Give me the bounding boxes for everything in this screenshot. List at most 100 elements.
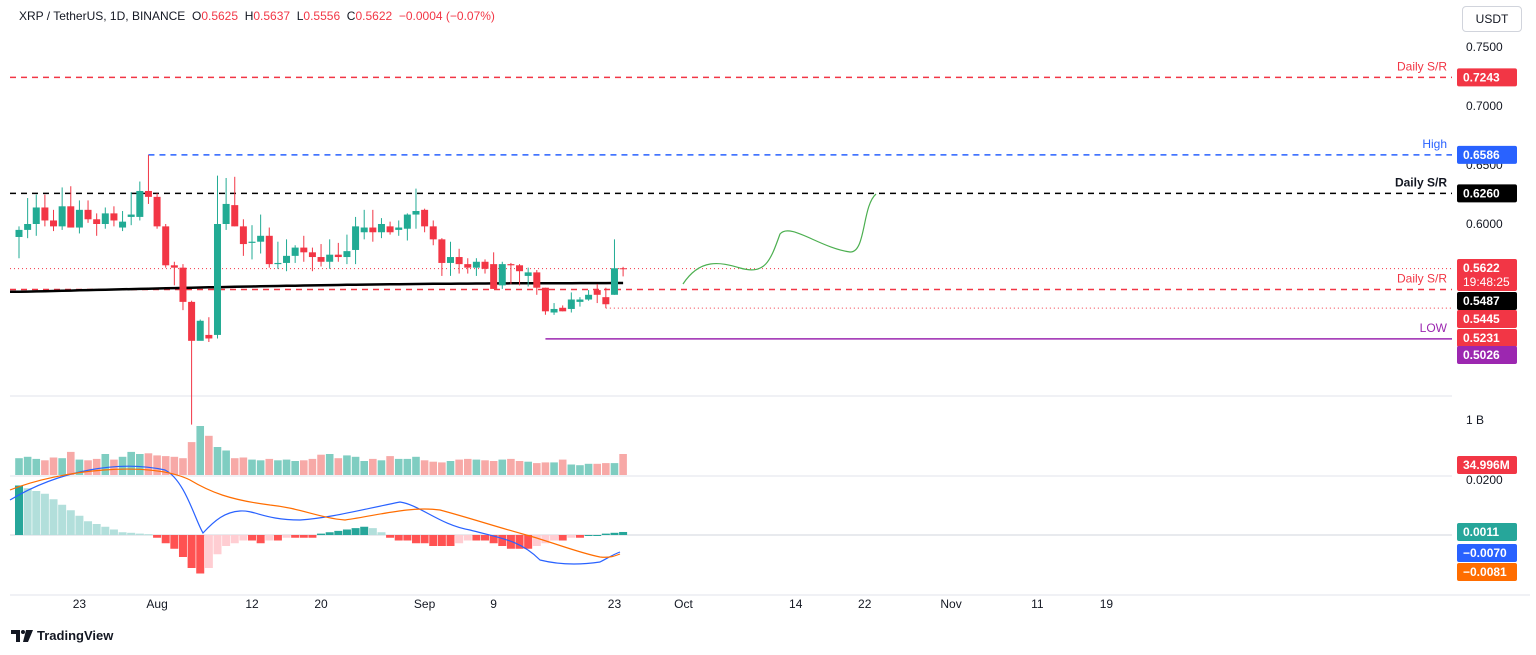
volume-bar (23, 456, 32, 475)
candle-body (455, 257, 463, 265)
macd-histogram-bar (446, 535, 455, 546)
macd-histogram-bar (437, 535, 446, 546)
price-badge: 0.6586 (1463, 148, 1500, 162)
sma200-line (10, 281, 624, 294)
candle-body (196, 320, 204, 341)
price-badge-bg (1457, 329, 1517, 347)
volume-bar (420, 460, 429, 475)
candle-body (231, 205, 239, 227)
volume-bar (610, 463, 619, 475)
volume-bar (481, 460, 489, 475)
time-axis-tick: 12 (245, 597, 259, 611)
currency-button[interactable]: USDT (1462, 6, 1522, 32)
candle-body (516, 265, 524, 272)
volume-bar (325, 454, 334, 475)
volume-bar (515, 461, 524, 475)
volume-bar (230, 458, 239, 475)
high-label: H (244, 9, 254, 23)
macd-histogram-bar (472, 535, 481, 541)
macd-histogram-bar (75, 515, 84, 535)
macd-histogram-bar (118, 532, 127, 535)
price-badge-bg (1457, 292, 1517, 310)
volume-bar (136, 454, 144, 475)
volume-bar (144, 453, 153, 475)
macd-histogram-bar (342, 529, 351, 535)
candle-body (343, 251, 351, 258)
time-axis-tick: 11 (1031, 597, 1044, 611)
volume-bar (66, 451, 75, 475)
candle-body (559, 307, 567, 312)
macd-histogram-bar (84, 521, 93, 535)
candle-body (464, 264, 472, 268)
candle-body (403, 214, 411, 229)
price-axis-tick: 0.7000 (1466, 99, 1503, 113)
macd-histogram-bar (222, 535, 231, 546)
candle-body (50, 220, 58, 227)
macd-histogram-bar (377, 532, 386, 535)
volume-bar (343, 455, 351, 475)
volume-bar (498, 459, 507, 475)
tradingview-logo-icon (11, 629, 33, 642)
volume-bar (351, 456, 360, 475)
volume-bar (291, 461, 299, 475)
volume-bar (84, 460, 92, 475)
macd-histogram-bar (282, 535, 291, 538)
signal-line (9, 468, 621, 558)
macd-histogram-bar (170, 535, 179, 549)
price-axis-tick: 0.6000 (1466, 217, 1503, 231)
volume-badge: 34.996M (1463, 458, 1510, 472)
high-value: 0.5637 (253, 9, 291, 23)
macd-histogram-bar (66, 510, 75, 535)
macd-histogram-bar (178, 535, 187, 557)
candle-body (507, 264, 515, 266)
price-badge-countdown: 19:48:25 (1463, 275, 1510, 289)
tradingview-branding[interactable]: TradingView (11, 628, 113, 643)
candle-body (239, 226, 247, 245)
candle-body (110, 213, 118, 221)
candle-body (472, 261, 480, 268)
level-label: LOW (1420, 321, 1448, 335)
candle-body (317, 257, 325, 262)
price-badge: 0.5026 (1463, 348, 1500, 362)
macd-histogram-bar (567, 535, 576, 538)
candle-body (136, 190, 144, 217)
macd-histogram-bar (429, 535, 438, 546)
price-badge: 0.5445 (1463, 312, 1500, 326)
macd-histogram-bar (463, 535, 472, 541)
price-badge-bg (1457, 184, 1517, 203)
volume-bar (567, 464, 576, 475)
macd-histogram-bar (196, 535, 205, 574)
volume-bar (394, 458, 403, 475)
candle-body (291, 247, 299, 256)
macd-hist-badge-bg (1457, 523, 1517, 541)
volume-bar (196, 426, 205, 475)
volume-bar (248, 459, 256, 475)
macd-hist-badge: 0.0011 (1463, 525, 1499, 539)
candle-body (498, 264, 506, 286)
volume-bar (412, 456, 420, 475)
volume-bar (58, 458, 66, 475)
macd-histogram-bar (360, 526, 369, 535)
symbol-legend: XRP / TetherUS, 1D, BINANCE O0.5625 H0.5… (19, 9, 495, 23)
volume-bar (92, 458, 101, 475)
time-axis-tick: 20 (314, 597, 328, 611)
macd-histogram-bar (161, 535, 170, 544)
candle-body (58, 206, 66, 227)
volume-bar (602, 463, 610, 475)
candle-body (481, 261, 489, 269)
candle-body (248, 241, 256, 243)
volume-bar (187, 442, 196, 475)
macd-histogram-bar (394, 535, 403, 541)
signal-badge-bg (1457, 563, 1517, 581)
macd-histogram-bar (601, 533, 610, 535)
macd-histogram-bar (575, 535, 584, 538)
signal-badge: −0.0081 (1463, 565, 1507, 579)
volume-bar (438, 462, 446, 475)
candle-body (119, 221, 127, 228)
price-badge-bg (1457, 346, 1517, 364)
candle-body (619, 268, 627, 270)
macd-histogram-bar (524, 535, 533, 549)
candle-body (24, 224, 32, 230)
candle-body (524, 272, 532, 276)
